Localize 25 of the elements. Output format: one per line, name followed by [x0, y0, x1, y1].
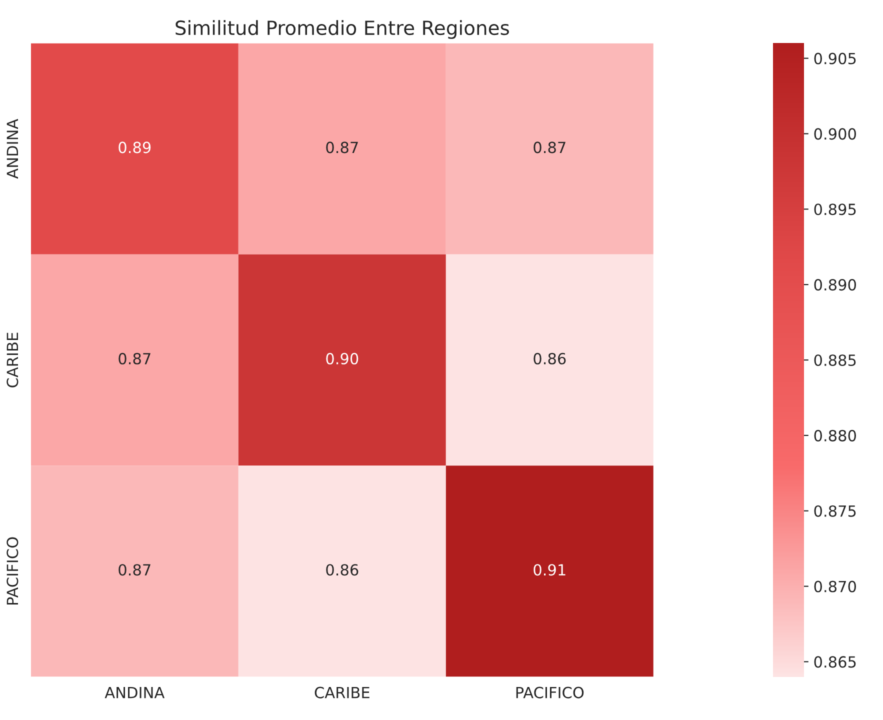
y-tick-label: PACIFICO — [6, 537, 18, 604]
data-label: 0.87 — [326, 142, 358, 154]
color-bar-label: 0.865 — [814, 656, 856, 668]
data-label: 0.87 — [118, 352, 150, 364]
color-bar-label: 0.870 — [814, 580, 856, 592]
data-label: 0.87 — [534, 142, 566, 154]
color-bar-label: 0.885 — [814, 354, 856, 366]
color-bar-label: 0.895 — [814, 204, 856, 216]
color-bar-label: 0.875 — [814, 505, 856, 517]
y-tick-label: CARIBE — [6, 332, 18, 388]
data-label: 0.91 — [534, 564, 566, 576]
color-bar-label: 0.900 — [814, 128, 856, 140]
color-bar-label: 0.880 — [814, 430, 856, 442]
chart-title: Similitud Promedio Entre Regiones — [176, 20, 509, 39]
data-label: 0.86 — [326, 564, 358, 576]
data-label: 0.90 — [326, 352, 358, 364]
data-label: 0.89 — [118, 142, 151, 154]
x-tick-label: CARIBE — [314, 686, 370, 698]
data-label: 0.86 — [534, 352, 566, 364]
color-bar-label: 0.890 — [814, 279, 856, 291]
x-tick-label: PACIFICO — [516, 686, 584, 698]
color-bar-label: 0.905 — [814, 52, 856, 64]
y-tick-label: ANDINA — [6, 118, 18, 179]
x-tick-label: ANDINA — [104, 686, 165, 698]
data-label: 0.87 — [118, 564, 150, 576]
